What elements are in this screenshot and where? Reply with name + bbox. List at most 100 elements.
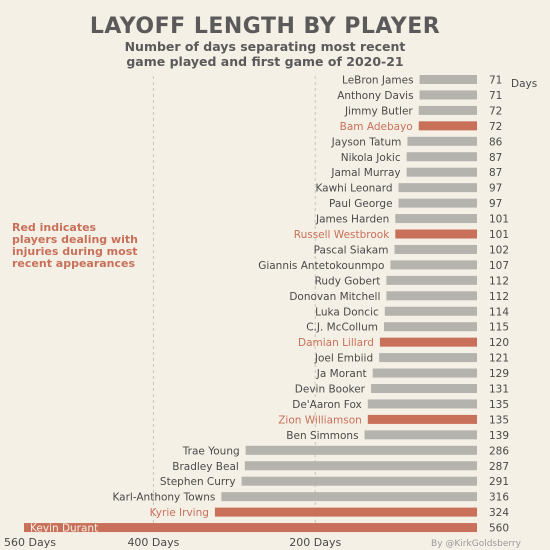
value-label-9: 101 <box>489 214 509 226</box>
bar-25 <box>244 461 477 471</box>
value-label-18: 121 <box>489 353 509 365</box>
bar-0 <box>419 75 477 84</box>
player-name-1: Anthony Davis <box>337 90 413 102</box>
value-label-1: 71 <box>489 90 502 102</box>
player-name-15: Luka Doncic <box>315 306 379 318</box>
player-name-26: Stephen Curry <box>160 476 236 488</box>
axis-tick-labels: 560 Days 400 Days 200 Days <box>4 536 341 549</box>
value-label-4: 86 <box>489 136 503 148</box>
value-label-0: 71 <box>489 75 502 87</box>
annotation-line4: recent appearances <box>12 257 135 270</box>
value-label-14: 112 <box>489 291 509 303</box>
player-name-6: Jamal Murray <box>330 167 400 179</box>
player-name-23: Ben Simmons <box>286 430 358 442</box>
player-name-13: Rudy Gobert <box>315 275 381 287</box>
player-name-3: Bam Adebayo <box>340 121 413 133</box>
player-name-27: Karl-Anthony Towns <box>112 492 215 504</box>
player-name-16: C.J. McCollum <box>306 322 378 334</box>
value-label-2: 72 <box>489 105 502 117</box>
value-label-8: 97 <box>489 198 502 210</box>
chart-subtitle-line1: Number of days separating most recent <box>125 39 406 54</box>
value-label-13: 112 <box>489 275 509 287</box>
bar-28 <box>214 507 477 517</box>
value-label-29: 560 <box>489 523 509 535</box>
bar-3 <box>418 121 477 131</box>
bar-5 <box>406 152 477 162</box>
value-label-19: 129 <box>489 368 509 380</box>
bar-1 <box>419 90 477 100</box>
value-label-11: 102 <box>489 244 509 256</box>
bar-6 <box>406 167 477 177</box>
bar-14 <box>386 291 477 301</box>
player-name-12: Giannis Antetokounmpo <box>258 260 384 272</box>
annotation-line3: injuries during most <box>12 245 138 258</box>
value-label-26: 291 <box>489 476 509 488</box>
value-label-16: 115 <box>489 322 509 334</box>
player-name-labels: LeBron James Anthony Davis Jimmy Butler Bam… <box>30 75 414 535</box>
player-name-14: Donovan Mitchell <box>289 291 380 303</box>
credit-text: By @KirkGoldsberry <box>431 539 522 549</box>
player-name-21: De'Aaron Fox <box>292 399 362 411</box>
tick-label-2: 200 Days <box>289 536 341 549</box>
bar-26 <box>241 476 477 486</box>
bar-4 <box>407 136 477 146</box>
player-name-29: Kevin Durant <box>30 523 98 535</box>
bar-20 <box>371 384 477 393</box>
player-name-5: Nikola Jokic <box>341 152 401 164</box>
bar-15 <box>384 306 477 316</box>
player-name-20: Devin Booker <box>295 384 366 396</box>
annotation-line1: Red indicates <box>12 221 97 234</box>
bar-17 <box>379 337 477 347</box>
bar-18 <box>379 353 477 363</box>
value-label-21: 135 <box>489 399 509 411</box>
player-name-7: Kawhi Leonard <box>315 183 392 195</box>
player-name-25: Bradley Beal <box>172 461 239 473</box>
player-name-9: James Harden <box>315 214 389 226</box>
injury-annotation: Red indicates players dealing with injur… <box>12 221 138 270</box>
value-label-12: 107 <box>489 260 509 272</box>
tick-label-1: 400 Days <box>127 536 179 549</box>
bar-19 <box>372 368 477 378</box>
player-name-10: Russell Westbrook <box>294 229 390 241</box>
bar-9 <box>395 214 477 224</box>
value-label-5: 87 <box>489 152 502 164</box>
value-label-17: 120 <box>489 337 509 349</box>
player-name-28: Kyrie Irving <box>150 507 209 519</box>
value-label-25: 287 <box>489 461 509 473</box>
player-name-17: Damian Lillard <box>298 337 374 349</box>
value-label-24: 286 <box>489 445 509 457</box>
player-name-8: Paul George <box>329 198 392 210</box>
bar-29 <box>24 523 477 533</box>
value-label-28: 324 <box>489 507 509 519</box>
chart-title: LAYOFF LENGTH BY PLAYER <box>90 14 440 39</box>
bar-2 <box>418 105 477 115</box>
player-name-11: Pascal Siakam <box>314 244 389 256</box>
value-label-7: 97 <box>489 183 502 195</box>
bar-23 <box>364 430 477 440</box>
value-label-3: 72 <box>489 121 502 133</box>
bar-16 <box>383 322 477 332</box>
bar-27 <box>221 492 477 502</box>
bar-group <box>24 75 477 533</box>
bar-13 <box>386 275 477 285</box>
player-name-2: Jimmy Butler <box>344 105 413 117</box>
player-name-24: Trae Young <box>182 445 240 457</box>
value-label-23: 139 <box>489 430 509 442</box>
bar-8 <box>398 198 477 208</box>
annotation-line2: players dealing with <box>12 233 138 246</box>
player-name-0: LeBron James <box>342 75 414 87</box>
player-name-19: Ja Morant <box>316 368 367 380</box>
value-label-6: 87 <box>489 167 502 179</box>
value-label-15: 114 <box>489 306 509 318</box>
bar-24 <box>245 445 477 455</box>
player-name-18: Joel Embiid <box>314 353 373 365</box>
bar-11 <box>394 244 477 254</box>
bar-10 <box>395 229 477 239</box>
bar-12 <box>390 260 477 270</box>
player-name-22: Zion Williamson <box>278 414 362 426</box>
player-name-4: Jayson Tatum <box>331 136 402 148</box>
value-label-20: 131 <box>489 384 509 396</box>
value-label-22: 135 <box>489 414 509 426</box>
first-value-unit: Days <box>511 78 537 90</box>
